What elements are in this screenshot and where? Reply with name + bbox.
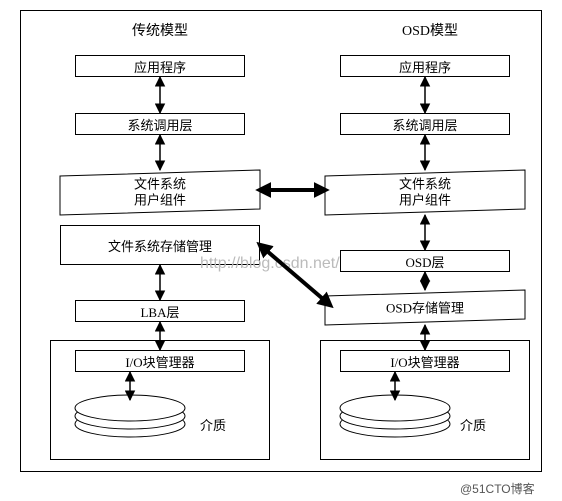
credit: @51CTO博客: [460, 480, 535, 497]
right-medium-label: 介质: [460, 415, 486, 434]
left-app: 应用程序: [75, 55, 245, 77]
left-syscall: 系统调用层: [75, 113, 245, 135]
diagram-canvas: 传统模型 OSD模型 应用程序 系统调用层 文件系统存储管理 LBA层 I/O块…: [0, 0, 562, 501]
left-lba: LBA层: [75, 300, 245, 322]
right-app: 应用程序: [340, 55, 510, 77]
right-syscall: 系统调用层: [340, 113, 510, 135]
left-ioblk: I/O块管理器: [75, 350, 245, 372]
left-fs-store: 文件系统存储管理: [60, 225, 260, 265]
left-title: 传统模型: [120, 20, 200, 40]
right-title: OSD模型: [390, 20, 470, 40]
right-ioblk: I/O块管理器: [340, 350, 510, 372]
left-medium-label: 介质: [200, 415, 226, 434]
right-osd: OSD层: [340, 250, 510, 272]
